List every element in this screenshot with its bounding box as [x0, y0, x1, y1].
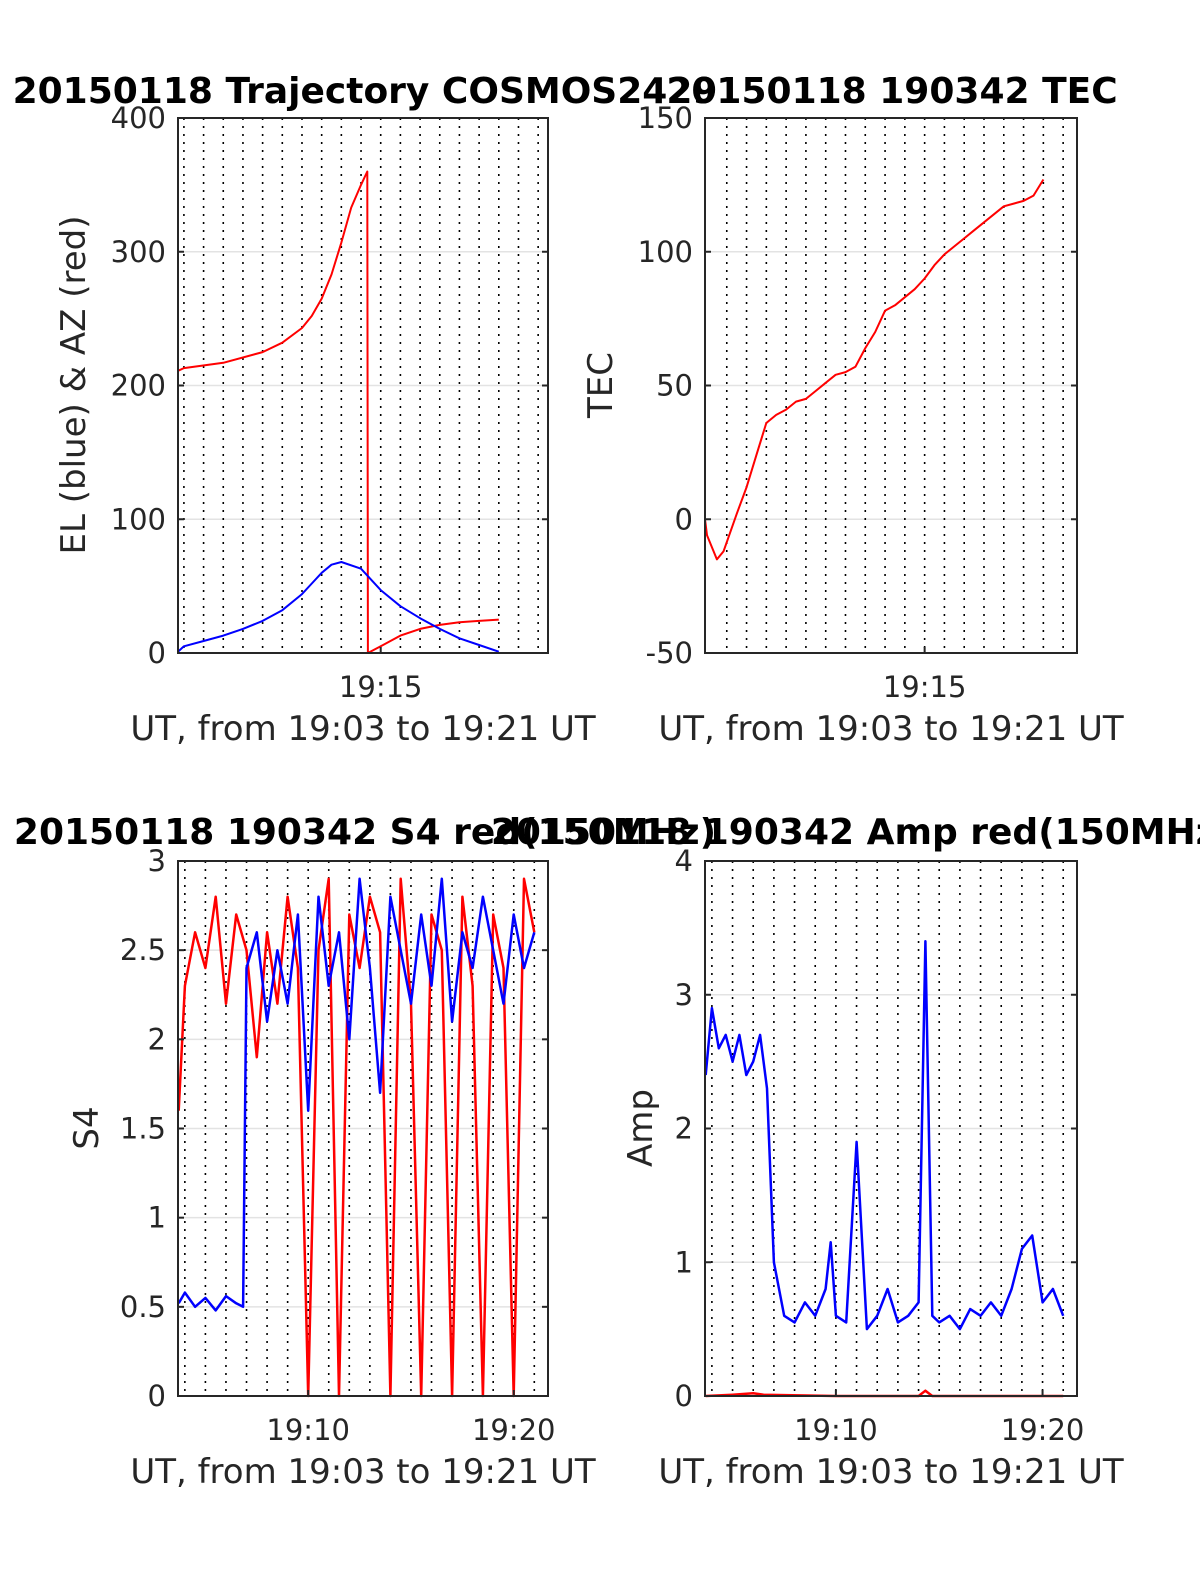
- y-tick-label: 1.5: [120, 1112, 166, 1146]
- y-tick-label: 3: [148, 844, 166, 878]
- y-tick-label: 1: [148, 1201, 166, 1235]
- y-tick-label: 1: [675, 1245, 693, 1279]
- y-tick-label: 300: [111, 235, 166, 269]
- chart-title: 20150118 190342 S4 red(150MHz): [14, 812, 716, 853]
- y-tick-label: 2.5: [120, 933, 166, 967]
- y-axis-label: S4: [67, 1106, 107, 1149]
- series-line-2: [704, 940, 1065, 1331]
- chart-title: 20150118 190342 TEC: [666, 71, 1117, 112]
- x-axis-label: UT, from 19:03 to 19:21 UT: [658, 1452, 1124, 1492]
- chart-panel-3: 0 0.5 1 1.5 2 2.5 3 19:10 19:20 20150118 190342 S…: [14, 812, 716, 1492]
- x-axis-label: UT, from 19:03 to 19:21 UT: [658, 709, 1124, 749]
- y-tick-label: 50: [656, 369, 693, 403]
- y-tick-label: 4: [675, 844, 693, 878]
- y-tick-label: 0: [675, 502, 693, 536]
- chart-title: 20150118 Trajectory COSMOS2429: [13, 71, 718, 112]
- y-tick-label: 200: [111, 369, 166, 403]
- x-axis-label: UT, from 19:03 to 19:21 UT: [130, 709, 596, 749]
- x-tick-label: 19:10: [266, 1413, 350, 1447]
- series-line-2: [177, 877, 536, 1312]
- series-line-2: [177, 561, 500, 653]
- series-line-1: [704, 178, 1045, 561]
- x-tick-label: 19:15: [883, 670, 967, 704]
- chart-title: 20150118 190342 Amp red(150MHz): [491, 812, 1200, 853]
- y-tick-label: 0: [675, 1379, 693, 1413]
- y-tick-label: 2: [148, 1022, 166, 1056]
- y-tick-label: 400: [111, 101, 166, 135]
- y-tick-label: -50: [646, 636, 693, 670]
- y-tick-label: 2: [675, 1112, 693, 1146]
- chart-panel-4: 0 1 2 3 4 19:10 19:20 20150118 190342 Amp red(1…: [491, 812, 1200, 1492]
- y-tick-label: 100: [111, 502, 166, 536]
- chart-panel-2: -50 0 50 100 150 19:15 20150118 190342 TEC UT, …: [581, 71, 1124, 749]
- y-tick-label: 150: [638, 101, 693, 135]
- y-tick-label: 3: [675, 978, 693, 1012]
- x-tick-label: 19:20: [1001, 1413, 1085, 1447]
- y-tick-label: 0: [148, 636, 166, 670]
- y-axis-label: EL (blue) & AZ (red): [54, 215, 94, 554]
- y-axis-label: TEC: [581, 352, 621, 419]
- x-tick-label: 19:15: [339, 670, 423, 704]
- y-tick-label: 0: [148, 1379, 166, 1413]
- y-axis-label: Amp: [621, 1089, 661, 1167]
- x-axis-label: UT, from 19:03 to 19:21 UT: [130, 1452, 596, 1492]
- chart-panel-1: 0 100 200 300 400 19:15 20150118 Trajectory CO…: [13, 71, 718, 749]
- y-tick-label: 100: [638, 235, 693, 269]
- x-tick-label: 19:20: [472, 1413, 556, 1447]
- y-tick-label: 0.5: [120, 1290, 166, 1324]
- x-tick-label: 19:10: [794, 1413, 878, 1447]
